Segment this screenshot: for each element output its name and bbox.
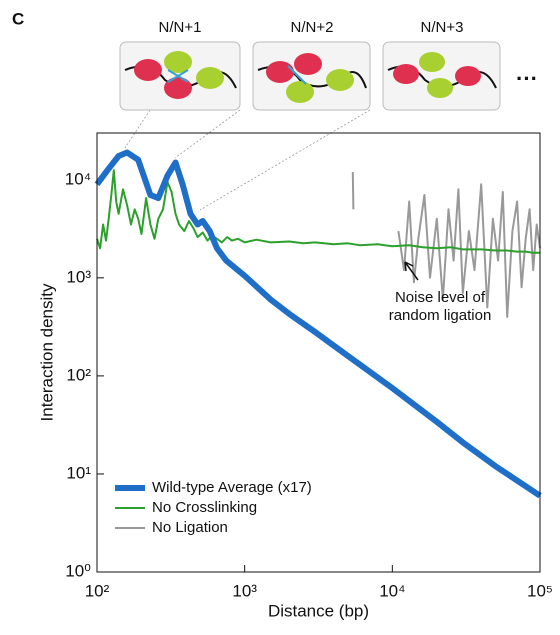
- y-tick-label: 10⁴: [65, 169, 91, 188]
- x-axis-label: Distance (bp): [268, 601, 369, 620]
- illustration-box: [382, 41, 501, 111]
- illustration-label: N/N+2: [291, 19, 334, 36]
- y-tick-label: 10²: [66, 365, 91, 384]
- x-tick-label: 10⁴: [379, 581, 405, 600]
- nucleosomes: [124, 51, 497, 103]
- x-tick-label: 10²: [85, 581, 110, 600]
- y-tick-label: 10⁰: [65, 561, 91, 580]
- illustration-box: [119, 41, 241, 111]
- panel-label: C: [12, 9, 24, 28]
- legend-label: Wild-type Average (x17): [152, 479, 312, 496]
- series-line: [94, 149, 542, 499]
- illustrations: N/N+1 N/N+2 N/N+3 ···: [119, 19, 538, 211]
- ellipsis: ···: [516, 66, 538, 91]
- x-tick-label: 10⁵: [527, 581, 553, 600]
- annotation-arrow: [404, 261, 419, 281]
- plot: 10⁰ 10¹ 10² 10³ 10⁴ 10² 10³ 10⁴ 10⁵ Distance (bp)…: [37, 149, 553, 620]
- legend-label: No Crosslinking: [152, 499, 257, 516]
- annotation: Noise level of: [395, 289, 486, 306]
- y-axis-label: Interaction density: [37, 283, 56, 421]
- x-tick-label: 10³: [232, 581, 257, 600]
- y-tick-label: 10¹: [66, 463, 91, 482]
- legend-label: No Ligation: [152, 519, 228, 536]
- y-tick-label: 10³: [66, 267, 91, 286]
- series-line: [96, 169, 540, 254]
- illustration-label: N/N+3: [421, 19, 464, 36]
- illustration-box: [252, 41, 371, 111]
- series-line: [351, 171, 541, 318]
- plot-frame: [96, 132, 541, 573]
- illustration-label: N/N+1: [159, 19, 202, 36]
- annotation: random ligation: [389, 307, 492, 324]
